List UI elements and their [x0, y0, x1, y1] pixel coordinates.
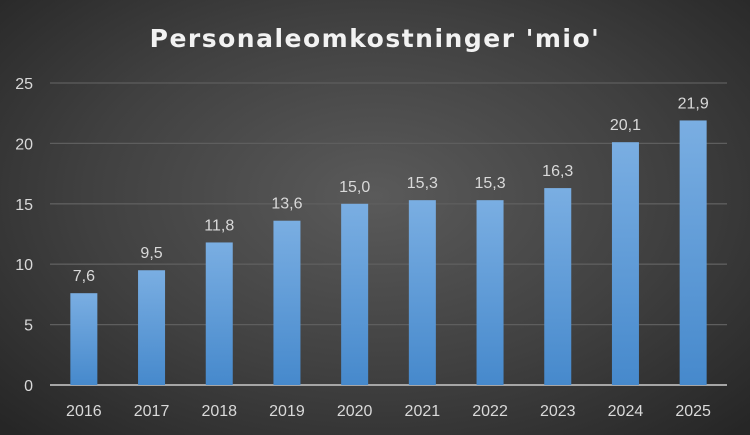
x-tick-label: 2019 — [269, 403, 305, 420]
y-tick-label: 20 — [15, 136, 33, 153]
chart-title: Personaleomkostninger 'mio' — [150, 24, 601, 53]
bar-2024 — [611, 142, 639, 385]
data-label: 16,3 — [542, 163, 573, 180]
data-label: 7,6 — [73, 268, 95, 285]
x-tick-label: 2022 — [472, 403, 508, 420]
bar-2019 — [273, 220, 301, 385]
bar-2018 — [205, 242, 233, 385]
y-tick-label: 10 — [15, 257, 33, 274]
data-label: 15,0 — [339, 179, 370, 196]
bar-2021 — [408, 200, 436, 385]
data-label: 21,9 — [678, 95, 709, 112]
y-tick-label: 5 — [24, 318, 33, 335]
data-label: 15,3 — [407, 175, 438, 192]
x-tick-label: 2024 — [608, 403, 644, 420]
x-tick-label: 2023 — [540, 403, 576, 420]
x-tick-label: 2016 — [66, 403, 102, 420]
data-label: 20,1 — [610, 117, 641, 134]
x-tick-label: 2025 — [675, 403, 711, 420]
data-label: 11,8 — [204, 217, 234, 234]
bar-2022 — [476, 200, 504, 385]
y-tick-label: 0 — [24, 378, 33, 395]
x-tick-label: 2020 — [337, 403, 373, 420]
x-tick-label: 2017 — [134, 403, 170, 420]
data-label: 15,3 — [474, 175, 505, 192]
bar-2023 — [544, 188, 572, 385]
x-tick-label: 2018 — [201, 403, 237, 420]
data-label: 9,5 — [140, 245, 162, 262]
data-label: 13,6 — [271, 196, 302, 213]
bar-2020 — [341, 203, 369, 385]
x-tick-label: 2021 — [405, 403, 441, 420]
bar-2025 — [679, 120, 707, 385]
bar-2016 — [70, 293, 98, 385]
y-tick-label: 25 — [15, 76, 33, 93]
y-tick-label: 15 — [15, 197, 33, 214]
bar-2017 — [138, 270, 166, 385]
